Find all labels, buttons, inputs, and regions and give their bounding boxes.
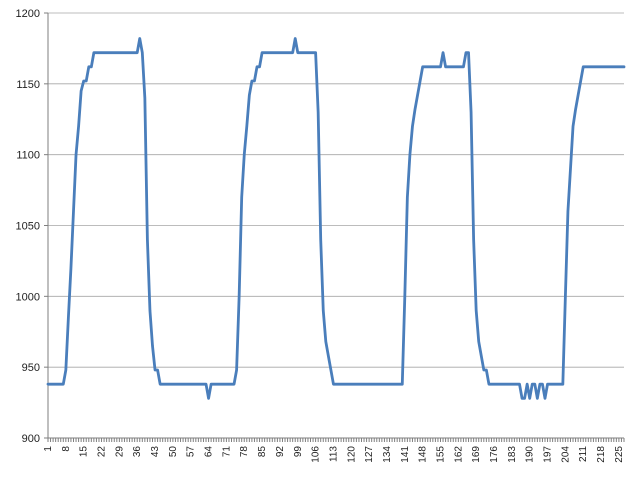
- x-tick-label: 162: [453, 446, 464, 463]
- axes: 900 950 1000 1050 1100 1150 1200 1 8 15 22 29 36 43 50…: [16, 8, 625, 463]
- x-tick-label: 64: [204, 446, 215, 458]
- x-tick-label: 134: [382, 446, 393, 463]
- x-tick-label: 15: [79, 446, 90, 458]
- gridlines: [48, 12, 624, 368]
- x-tick-label: 155: [435, 446, 446, 463]
- x-tick-label: 127: [364, 446, 375, 463]
- x-tick-label: 190: [525, 446, 536, 463]
- x-tick-label: 183: [507, 446, 518, 463]
- x-tick-label: 92: [275, 446, 286, 458]
- x-tick-label: 8: [61, 446, 72, 452]
- y-tick-label: 950: [22, 362, 40, 374]
- x-tick-label: 113: [328, 446, 339, 462]
- x-tick-label: 211: [578, 446, 589, 462]
- x-tick-label: 43: [150, 446, 161, 458]
- y-tick-label: 1200: [16, 8, 40, 20]
- x-tick-label: 36: [132, 446, 143, 458]
- series-line-blue: [46, 37, 626, 400]
- x-tick-label: 50: [168, 446, 179, 458]
- x-tick-label: 71: [221, 446, 232, 458]
- x-tick-label: 120: [346, 446, 357, 463]
- x-tick-label: 99: [293, 446, 304, 458]
- series-layer: [46, 37, 626, 400]
- x-tick-label: 218: [596, 446, 607, 463]
- x-tick-label: 225: [614, 446, 625, 463]
- y-tick-label: 1100: [16, 150, 40, 162]
- x-tick-label: 204: [560, 446, 571, 463]
- x-tick-label: 57: [186, 446, 197, 458]
- x-tick-label: 176: [489, 446, 500, 463]
- y-tick-label: 1050: [16, 221, 40, 233]
- y-tick-label: 1150: [16, 79, 40, 91]
- x-tick-label: 141: [400, 446, 411, 463]
- x-tick-label: 78: [239, 446, 250, 458]
- x-tick-label: 148: [418, 446, 429, 463]
- x-tick-label: 169: [471, 446, 482, 463]
- x-tick-label: 22: [97, 446, 108, 458]
- x-tick-label: 1: [43, 446, 54, 452]
- y-tick-label: 900: [22, 433, 40, 445]
- x-tick-label: 106: [311, 446, 322, 463]
- y-tick-label: 1000: [16, 291, 40, 303]
- x-tick-label: 85: [257, 446, 268, 458]
- x-tick-label: 29: [114, 446, 125, 458]
- x-tick-label: 197: [543, 446, 554, 463]
